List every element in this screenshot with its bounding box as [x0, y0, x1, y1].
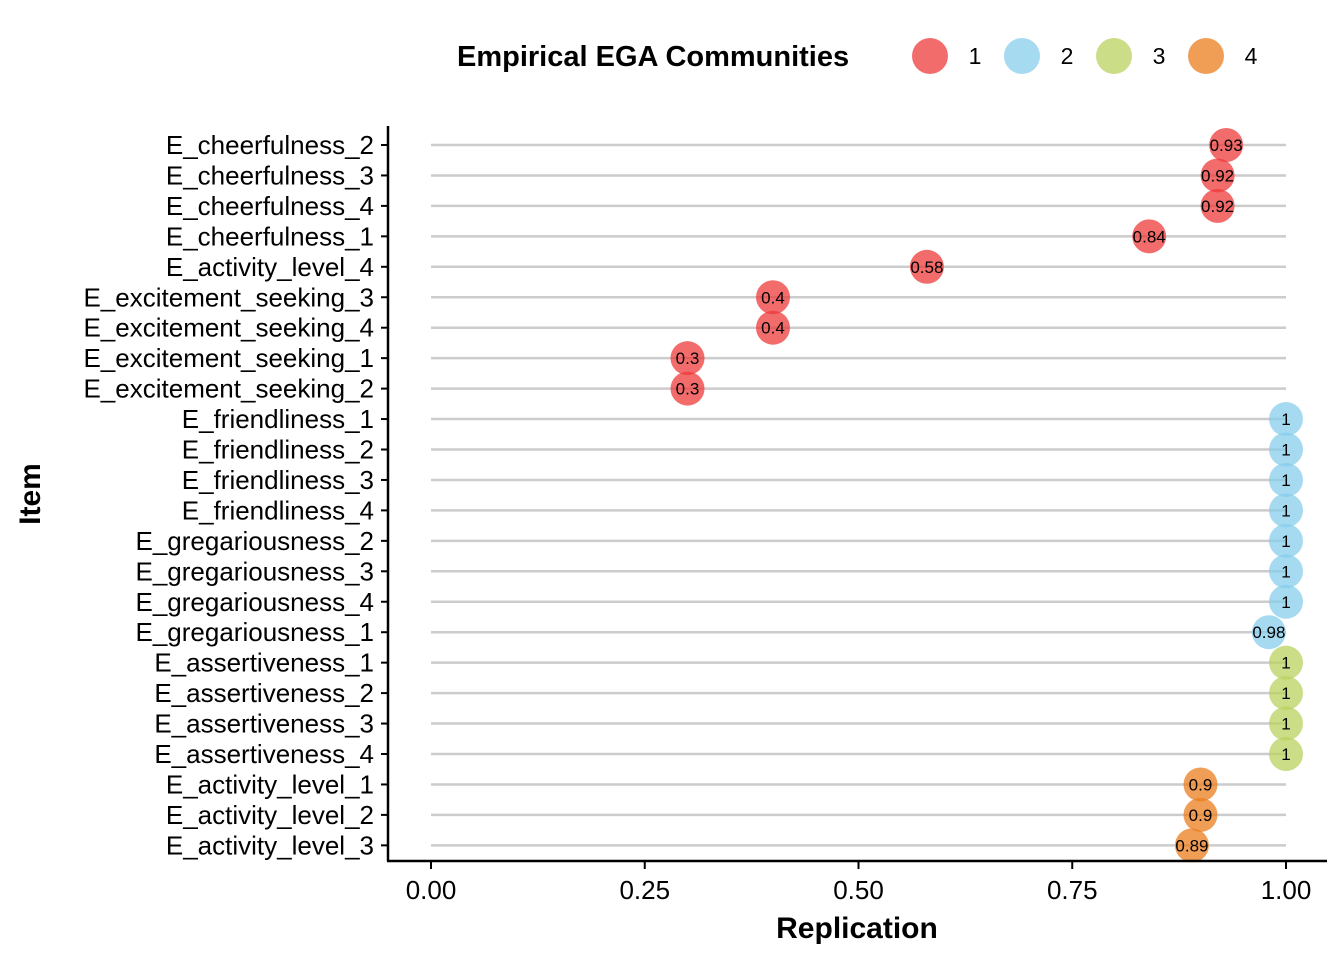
y-tick-label: E_gregariousness_3: [136, 556, 375, 586]
data-point: [1183, 767, 1218, 802]
data-point: [1209, 128, 1244, 162]
x-tick-label: 0.00: [406, 875, 457, 905]
legend: Empirical EGA Communities 1 2 3 4: [457, 38, 1258, 74]
legend-swatch: [912, 38, 948, 74]
data-label: 0.3: [676, 380, 700, 399]
data-label: 1: [1281, 532, 1290, 551]
legend-entry-3: 3: [1096, 38, 1165, 74]
x-axis-title: Replication: [776, 912, 938, 945]
data-label: 1: [1281, 410, 1290, 429]
y-tick-label: E_friendliness_4: [182, 495, 374, 525]
x-tick-label: 0.50: [833, 875, 884, 905]
legend-swatch: [1188, 38, 1224, 74]
x-tick-label: 1.00: [1261, 875, 1312, 905]
data-label: 1: [1281, 593, 1290, 612]
data-point: [1269, 402, 1303, 437]
legend-label: 3: [1153, 43, 1166, 69]
y-axis: E_cheerfulness_2E_cheerfulness_3E_cheerf…: [83, 126, 390, 861]
data-point: [1269, 462, 1303, 497]
data-label: 1: [1281, 684, 1290, 703]
y-tick-label: E_cheerfulness_2: [166, 130, 374, 160]
data-label: 0.98: [1252, 623, 1285, 642]
y-tick-label: E_activity_level_4: [166, 252, 374, 282]
data-label: 0.3: [676, 349, 700, 368]
data-point: [1183, 797, 1218, 832]
y-tick-label: E_friendliness_1: [182, 404, 374, 434]
gridlines: [431, 143, 1286, 847]
data-label: 0.92: [1201, 166, 1234, 185]
y-tick-label: E_friendliness_3: [182, 465, 374, 495]
y-tick-label: E_activity_level_1: [166, 769, 374, 799]
y-tick-label: E_cheerfulness_3: [166, 160, 374, 190]
data-point: [1269, 737, 1303, 771]
data-label: 0.89: [1175, 836, 1208, 855]
data-label: 1: [1281, 745, 1290, 764]
data-label: 0.9: [1189, 775, 1213, 794]
data-point: [1200, 188, 1235, 223]
y-tick-label: E_activity_level_3: [166, 830, 374, 860]
data-point: [1132, 219, 1167, 254]
data-label: 0.9: [1189, 806, 1213, 825]
y-tick-label: E_assertiveness_3: [154, 709, 374, 739]
data-point: [1269, 523, 1303, 558]
y-tick-label: E_gregariousness_1: [136, 617, 375, 647]
data-points: 0.93 0.92 0.92 0.84 0.58 0.4 0.4 0.3 0.3 1 1 1 1 1 1 1 0…: [670, 128, 1303, 863]
y-tick-label: E_excitement_seeking_4: [83, 313, 374, 343]
legend-swatch: [1096, 38, 1132, 74]
data-label: 0.93: [1210, 136, 1243, 155]
data-point: [756, 310, 790, 345]
y-axis-title: Item: [14, 463, 47, 525]
data-point: [670, 371, 705, 406]
data-point: [1269, 432, 1303, 467]
x-axis: 0.00 0.25 0.50 0.75 1.00: [387, 859, 1327, 905]
data-point: [909, 249, 944, 284]
y-tick-label: E_excitement_seeking_3: [83, 282, 374, 312]
legend-label: 4: [1245, 43, 1258, 69]
y-tick-label: E_excitement_seeking_1: [83, 343, 374, 373]
data-point: [1269, 554, 1303, 589]
data-point: [1269, 493, 1303, 528]
data-point: [670, 341, 705, 376]
x-tick-label: 0.25: [619, 875, 670, 905]
legend-entry-1: 1: [912, 38, 981, 74]
data-label: 0.58: [910, 258, 943, 277]
legend-swatch: [1004, 38, 1040, 74]
data-point: [756, 280, 790, 315]
y-tick-label: E_activity_level_2: [166, 800, 374, 830]
legend-label: 1: [969, 43, 982, 69]
data-label: 1: [1281, 715, 1290, 734]
data-label: 1: [1281, 441, 1290, 460]
data-label: 0.4: [761, 288, 785, 307]
y-tick-label: E_friendliness_2: [182, 435, 374, 465]
data-point: [1269, 676, 1303, 711]
legend-title: Empirical EGA Communities: [457, 41, 849, 73]
x-tick-label: 0.75: [1047, 875, 1098, 905]
legend-entry-2: 2: [1004, 38, 1073, 74]
data-label: 0.84: [1133, 227, 1166, 246]
y-tick-label: E_cheerfulness_1: [166, 221, 374, 251]
data-point: [1269, 645, 1303, 680]
legend-entry-4: 4: [1188, 38, 1258, 74]
data-point: [1174, 828, 1209, 863]
data-label: 0.4: [761, 319, 785, 338]
y-tick-label: E_gregariousness_4: [136, 587, 375, 617]
data-label: 0.92: [1201, 197, 1234, 216]
data-label: 1: [1281, 562, 1290, 581]
data-point: [1200, 158, 1235, 193]
y-tick-label: E_assertiveness_1: [154, 648, 374, 678]
data-point: [1269, 584, 1303, 619]
y-tick-label: E_assertiveness_2: [154, 678, 374, 708]
y-tick-label: E_gregariousness_2: [136, 526, 375, 556]
y-tick-label: E_cheerfulness_4: [166, 191, 374, 221]
data-label: 1: [1281, 654, 1290, 673]
data-label: 1: [1281, 471, 1290, 490]
data-point: [1269, 706, 1303, 741]
data-label: 1: [1281, 501, 1290, 520]
legend-label: 2: [1061, 43, 1074, 69]
data-point: [1251, 615, 1286, 650]
y-tick-label: E_assertiveness_4: [154, 739, 374, 769]
y-tick-label: E_excitement_seeking_2: [83, 374, 374, 404]
